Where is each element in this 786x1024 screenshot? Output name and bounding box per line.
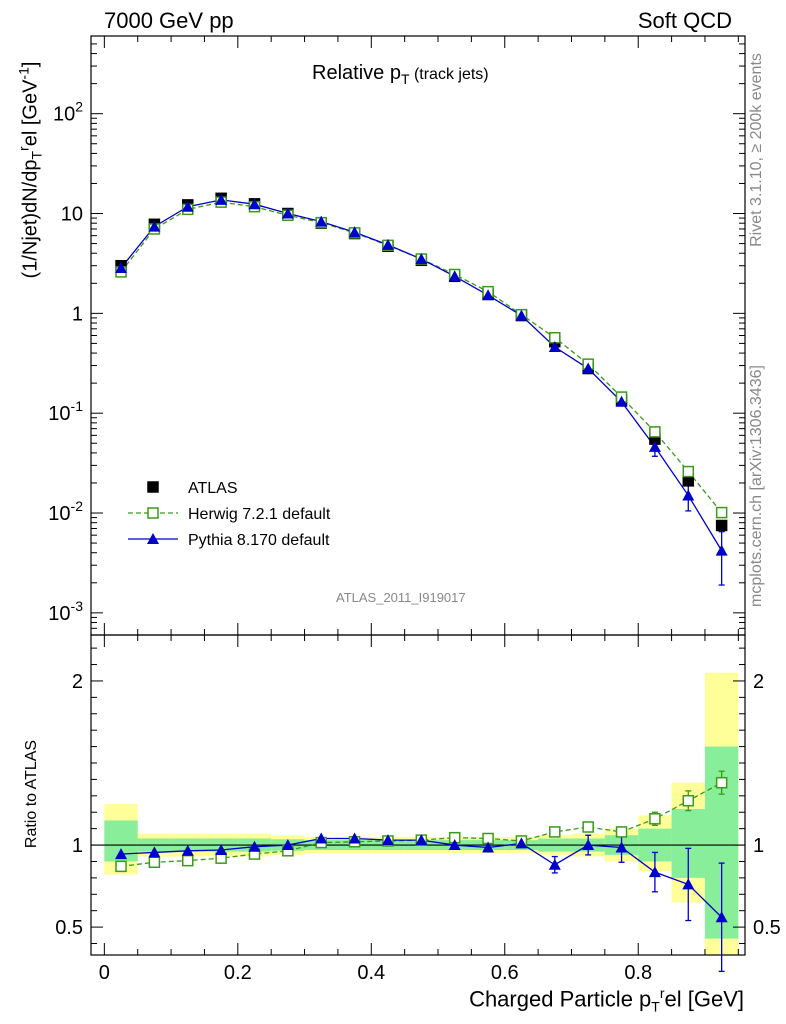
pythia-point-ratio [248,840,261,852]
y-tick-label-top: 102 [53,99,83,126]
pythia-point-ratio [715,911,728,923]
pythia-point-top [682,489,695,501]
pythia-point-ratio [448,839,461,851]
y-tick-label-top: 10 [61,204,83,226]
x-tick-label: 0.4 [357,962,385,984]
pythia-point-top [148,220,161,232]
x-tick-label: 0 [99,962,110,984]
y-tick-label-bottom-right: 1 [753,835,764,857]
pythia-point-top [548,341,561,353]
y-axis-label-top: (1/Njet)dN/dpTrel [GeV-1] [15,61,45,279]
x-tick-label: 0.8 [624,962,652,984]
pythia-point-top [482,289,495,301]
rivet-label: Rivet 3.1.10, ≥ 200k events [748,53,765,247]
pythia-point-ratio [315,832,328,844]
herwig-point-ratio [649,813,661,825]
pythia-point-top [582,362,595,374]
y-tick-label-top: 10-2 [48,498,83,525]
y-tick-label-bottom-right: 0.5 [753,917,781,939]
herwig-point-ratio [682,794,695,807]
atlas-point [715,519,728,532]
pythia-point-ratio [348,832,361,844]
header-left: 7000 GeV pp [104,8,234,33]
pythia-point-ratio [482,841,495,853]
legend-atlas-marker [147,481,159,493]
pythia-point-ratio [615,841,628,853]
pythia-point-top [715,544,728,556]
pythia-point-ratio [148,846,161,858]
herwig-point-ratio [582,821,594,833]
pythia-point-ratio [682,878,695,890]
header-right: Soft QCD [637,8,732,33]
mcplots-label: mcplots.cern.ch [arXiv:1306.3436] [748,365,765,607]
pythia-point-ratio [548,858,561,870]
analysis-id: ATLAS_2011_I919017 [336,590,466,605]
pythia-point-top [315,215,328,227]
pythia-line-top [120,199,723,551]
pythia-point-top [348,226,361,238]
herwig-line-top [120,201,723,513]
pythia-point-top [215,193,228,205]
herwig-point-ratio [148,856,161,869]
y-tick-label-top: 10-1 [48,398,83,425]
pythia-point-top [648,440,661,452]
pythia-point-top [181,200,194,212]
herwig-point-ratio [115,860,127,873]
pythia-point-top [615,395,628,407]
atlas-point [682,475,695,487]
pythia-point-ratio [415,834,428,846]
herwig-point-top [649,426,661,438]
pythia-point-ratio [381,834,394,846]
pythia-point-ratio [648,866,661,878]
y-tick-label-bottom-left: 0.5 [55,917,83,939]
pythia-point-top [381,238,394,250]
herwig-point-top [682,465,695,478]
bottom-panel-frame [90,634,746,956]
legend-pythia-marker [147,533,159,544]
y-axis-label-bottom: Ratio to ATLAS [23,739,40,849]
plot-title: Relative pT (track jets) [312,62,489,87]
herwig-point-ratio [549,826,561,838]
pythia-point-ratio [215,843,228,855]
legend-herwig-marker [147,507,159,519]
herwig-point-ratio [715,776,728,789]
pythia-point-ratio [281,839,294,851]
legend-label-pythia: Pythia 8.170 default [188,532,330,549]
pythia-point-top [515,309,528,321]
legend-label-herwig: Herwig 7.2.1 default [188,506,331,523]
y-tick-label-top: 10-3 [48,598,83,625]
y-tick-label-bottom-left: 1 [72,835,83,857]
pythia-point-top [415,253,428,265]
pythia-point-ratio [115,848,128,860]
pythia-point-top [281,207,294,219]
pythia-point-ratio [181,844,194,856]
x-axis-label: Charged Particle pTrel [GeV] [469,985,744,1015]
legend-label-atlas: ATLAS [188,480,238,497]
y-tick-label-bottom-right: 2 [753,671,764,693]
herwig-point-ratio [182,854,194,867]
herwig-point-ratio [615,826,628,838]
herwig-point-top [715,506,728,519]
y-tick-label-bottom-left: 2 [72,671,83,693]
x-tick-label: 0.6 [491,962,519,984]
y-tick-label-top: 1 [72,303,83,325]
pythia-point-top [248,198,261,210]
pythia-point-ratio [515,837,528,849]
pythia-point-top [115,261,128,273]
pythia-point-ratio [582,839,595,851]
pythia-point-top [448,270,461,282]
x-tick-label: 0.2 [224,962,252,984]
